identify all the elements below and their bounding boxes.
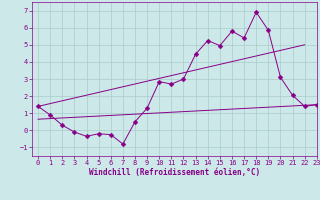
X-axis label: Windchill (Refroidissement éolien,°C): Windchill (Refroidissement éolien,°C) xyxy=(89,168,260,177)
